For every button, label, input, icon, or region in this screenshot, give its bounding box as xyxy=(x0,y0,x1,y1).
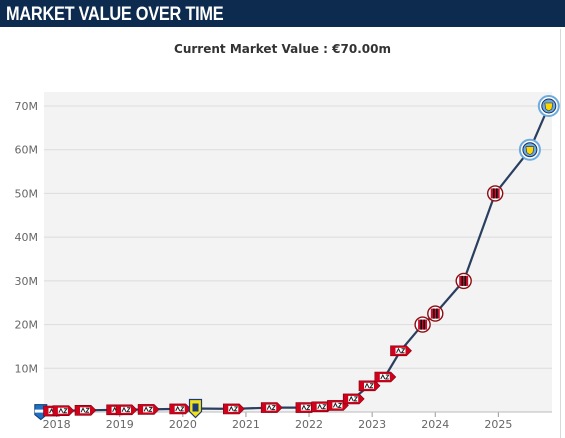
az-alkmaar-crest-icon[interactable] xyxy=(74,404,97,416)
ac-milan-crest-icon[interactable] xyxy=(414,316,431,333)
az-alkmaar-crest-icon[interactable] xyxy=(169,403,192,415)
x-tick-label: 2024 xyxy=(421,418,449,431)
ac-milan-crest-icon[interactable] xyxy=(427,305,444,322)
manchester-city-crest-icon[interactable] xyxy=(518,138,541,161)
az-alkmaar-crest-icon[interactable] xyxy=(390,345,412,357)
x-tick-label: 2022 xyxy=(295,418,323,431)
plot-area xyxy=(44,92,552,412)
chart-subtitle: Current Market Value : €70.00m xyxy=(174,42,391,56)
y-tick-label: 30M xyxy=(15,275,39,288)
az-alkmaar-crest-icon[interactable] xyxy=(374,371,397,383)
panel-border xyxy=(560,29,561,438)
az-alkmaar-crest-icon[interactable] xyxy=(358,380,381,392)
manchester-city-crest-icon[interactable] xyxy=(537,95,560,117)
club-markers xyxy=(34,95,560,421)
y-tick-label: 40M xyxy=(15,231,39,244)
ac-milan-crest-icon[interactable] xyxy=(487,185,504,202)
x-tick-label: 2020 xyxy=(169,418,197,431)
x-axis: 2018 2019 2020 2021 2022 2023 2024 2025 xyxy=(43,411,552,431)
az-alkmaar-crest-icon[interactable] xyxy=(223,403,245,415)
x-tick-label: 2023 xyxy=(358,418,386,431)
az-alkmaar-crest-icon[interactable] xyxy=(115,404,138,416)
y-axis: 10M 20M 30M 40M 50M 60M 70M xyxy=(15,100,39,375)
header-bar: MARKET VALUE OVER TIME xyxy=(0,0,565,29)
az-alkmaar-crest-icon[interactable] xyxy=(137,404,160,415)
ac-milan-crest-icon[interactable] xyxy=(455,272,472,290)
y-tick-label: 50M xyxy=(15,187,39,200)
x-tick-label: 2021 xyxy=(232,418,260,431)
y-tick-label: 10M xyxy=(15,362,39,375)
x-tick-label: 2025 xyxy=(484,418,512,431)
az-alkmaar-crest-icon[interactable] xyxy=(260,402,283,413)
rkc-waalwijk-crest-icon[interactable] xyxy=(188,398,203,419)
az-alkmaar-crest-icon[interactable] xyxy=(342,393,365,405)
y-tick-label: 70M xyxy=(15,100,39,113)
header-title: MARKET VALUE OVER TIME xyxy=(6,4,224,25)
x-tick-label: 2018 xyxy=(43,418,71,431)
az-alkmaar-crest-icon[interactable] xyxy=(52,405,75,417)
y-tick-label: 60M xyxy=(15,144,39,157)
x-tick-label: 2019 xyxy=(106,418,134,431)
y-tick-label: 20M xyxy=(15,319,39,332)
